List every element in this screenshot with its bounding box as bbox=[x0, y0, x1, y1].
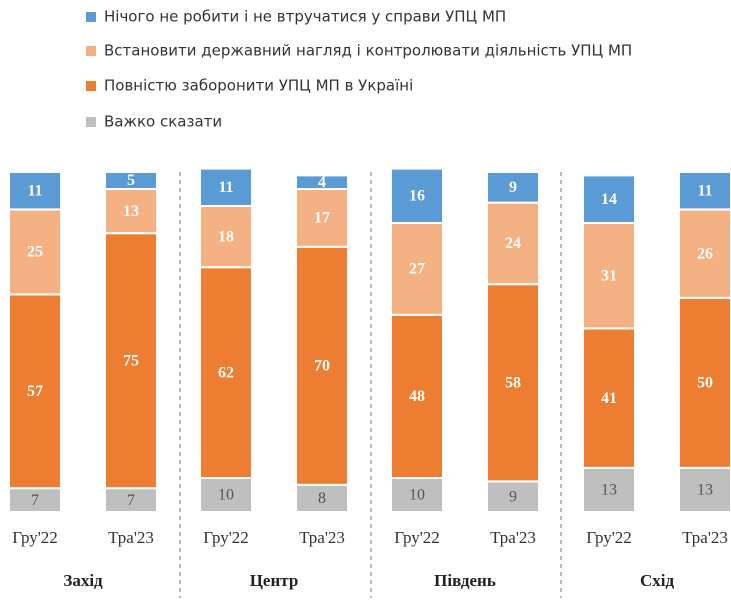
data-label: 18 bbox=[218, 228, 234, 245]
legend-label: Повністю заборонити УПЦ МП в Україні bbox=[104, 77, 413, 95]
bar-segment bbox=[295, 245, 349, 486]
data-label: 10 bbox=[218, 487, 234, 504]
bar-segment bbox=[582, 466, 636, 513]
data-label: 5 bbox=[127, 172, 135, 189]
bar-segment bbox=[486, 283, 540, 483]
data-label: 7 bbox=[31, 492, 39, 509]
data-label: 8 bbox=[318, 490, 326, 507]
data-label: 13 bbox=[601, 482, 617, 499]
legend-swatch bbox=[86, 117, 96, 127]
data-label: 26 bbox=[697, 245, 713, 262]
data-label: 11 bbox=[218, 179, 233, 196]
x-tick-label: Тра'23 bbox=[108, 528, 154, 547]
data-label: 11 bbox=[27, 182, 42, 199]
data-label: 25 bbox=[27, 244, 43, 261]
bar-segment bbox=[582, 222, 636, 330]
group-label: Схід bbox=[640, 571, 675, 590]
x-tick-label: Гру'22 bbox=[203, 528, 249, 547]
x-tick-label: Тра'23 bbox=[299, 528, 345, 547]
x-tick-label: Гру'22 bbox=[12, 528, 58, 547]
x-tick-label: Гру'22 bbox=[586, 528, 632, 547]
bar-segment bbox=[8, 208, 62, 296]
legend-swatch bbox=[86, 46, 96, 56]
data-label: 41 bbox=[601, 390, 617, 407]
bar-segment bbox=[486, 480, 540, 513]
group-label: Захід bbox=[63, 571, 103, 590]
bar-segment bbox=[678, 466, 731, 513]
data-label: 13 bbox=[123, 203, 139, 220]
x-tick-label: Тра'23 bbox=[490, 528, 536, 547]
x-tick-label: Гру'22 bbox=[394, 528, 440, 547]
data-label: 16 bbox=[409, 187, 425, 204]
bar-segment bbox=[199, 477, 253, 513]
bar-segment bbox=[104, 171, 158, 190]
data-label: 9 bbox=[509, 179, 517, 196]
data-label: 57 bbox=[27, 383, 43, 400]
bar-segment bbox=[8, 293, 62, 490]
bar-segment bbox=[678, 296, 731, 469]
bar-segment bbox=[295, 483, 349, 513]
bar-segment bbox=[390, 313, 444, 479]
group-label: Південь bbox=[434, 571, 496, 590]
legend-swatch bbox=[86, 12, 96, 22]
bar-segment bbox=[295, 174, 349, 190]
bar-segment bbox=[104, 232, 158, 490]
data-label: 17 bbox=[314, 210, 330, 227]
bar-segment bbox=[199, 205, 253, 269]
legend-label: Встановити державний нагляд і контролюва… bbox=[104, 42, 632, 60]
bar-segment bbox=[199, 167, 253, 208]
data-label: 10 bbox=[409, 487, 425, 504]
data-label: 11 bbox=[697, 182, 712, 199]
bar-segment bbox=[678, 171, 731, 211]
bar-segment bbox=[295, 188, 349, 248]
bar-segment bbox=[486, 171, 540, 204]
data-label: 24 bbox=[505, 235, 521, 252]
bar-segment bbox=[199, 266, 253, 480]
data-label: 9 bbox=[509, 488, 517, 505]
legend-label: Нічого не робити і не втручатися у справ… bbox=[104, 8, 506, 26]
data-label: 58 bbox=[505, 374, 521, 391]
data-label: 75 bbox=[123, 352, 139, 369]
bar-segment bbox=[8, 171, 62, 211]
data-label: 62 bbox=[218, 364, 234, 381]
data-label: 31 bbox=[601, 267, 617, 284]
data-label: 4 bbox=[318, 174, 326, 191]
bar-segment bbox=[390, 222, 444, 316]
bar-segment bbox=[104, 188, 158, 235]
data-label: 13 bbox=[697, 482, 713, 499]
bar-segment bbox=[582, 174, 636, 224]
data-label: 48 bbox=[409, 388, 425, 405]
legend-label: Важко сказати bbox=[104, 113, 222, 131]
x-tick-label: Тра'23 bbox=[682, 528, 728, 547]
data-label: 70 bbox=[314, 357, 330, 374]
bar-segment bbox=[582, 327, 636, 469]
data-label: 50 bbox=[697, 374, 713, 391]
data-label: 7 bbox=[127, 492, 135, 509]
group-label: Центр bbox=[250, 571, 299, 590]
legend-swatch bbox=[86, 81, 96, 91]
data-label: 27 bbox=[409, 261, 425, 278]
bar-segment bbox=[390, 167, 444, 225]
data-label: 14 bbox=[601, 191, 617, 208]
